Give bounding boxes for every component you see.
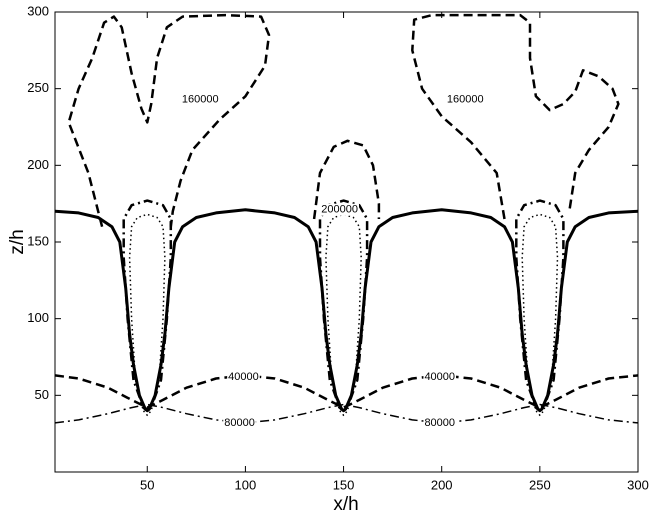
y-tick-label: 200 <box>27 157 49 172</box>
contour-line <box>312 139 381 220</box>
x-tick-label: 250 <box>529 477 551 492</box>
contour-line <box>515 199 565 412</box>
y-tick-label: 100 <box>27 310 49 325</box>
y-axis-label: z/h <box>7 229 28 254</box>
y-tick-label: 50 <box>35 387 49 402</box>
x-tick-label: 150 <box>333 477 355 492</box>
contour-line <box>67 13 271 228</box>
contour-label: 200000 <box>321 204 358 216</box>
contour-line <box>411 13 620 220</box>
y-tick-label: 150 <box>27 233 49 248</box>
x-axis-label: x/h <box>333 494 358 515</box>
contour-line <box>54 208 639 413</box>
contour-label: 80000 <box>424 417 455 429</box>
contour-label-bg <box>445 93 485 106</box>
contour-line <box>122 199 173 412</box>
x-tick-label: 200 <box>431 477 453 492</box>
contour-label: 80000 <box>224 417 255 429</box>
contour-label-bg <box>320 203 359 216</box>
x-tick-label: 100 <box>235 477 257 492</box>
contour-label: 160000 <box>447 93 484 105</box>
contour-label-bg <box>223 416 256 429</box>
x-tick-label: 50 <box>140 477 154 492</box>
contour-label: 40000 <box>228 371 259 383</box>
contour-label: 40000 <box>424 371 455 383</box>
contour-label-bg <box>180 93 220 106</box>
contour-line <box>54 403 639 424</box>
contour-label-bg <box>227 370 260 383</box>
y-tick-label: 250 <box>27 80 49 95</box>
contour-label: 160000 <box>182 93 219 105</box>
y-tick-label: 300 <box>27 3 49 18</box>
contour-line <box>318 199 369 412</box>
contour-label-bg <box>423 370 457 383</box>
contour-line <box>54 374 639 409</box>
x-tick-label: 300 <box>627 477 649 492</box>
contour-label-bg <box>423 416 457 429</box>
